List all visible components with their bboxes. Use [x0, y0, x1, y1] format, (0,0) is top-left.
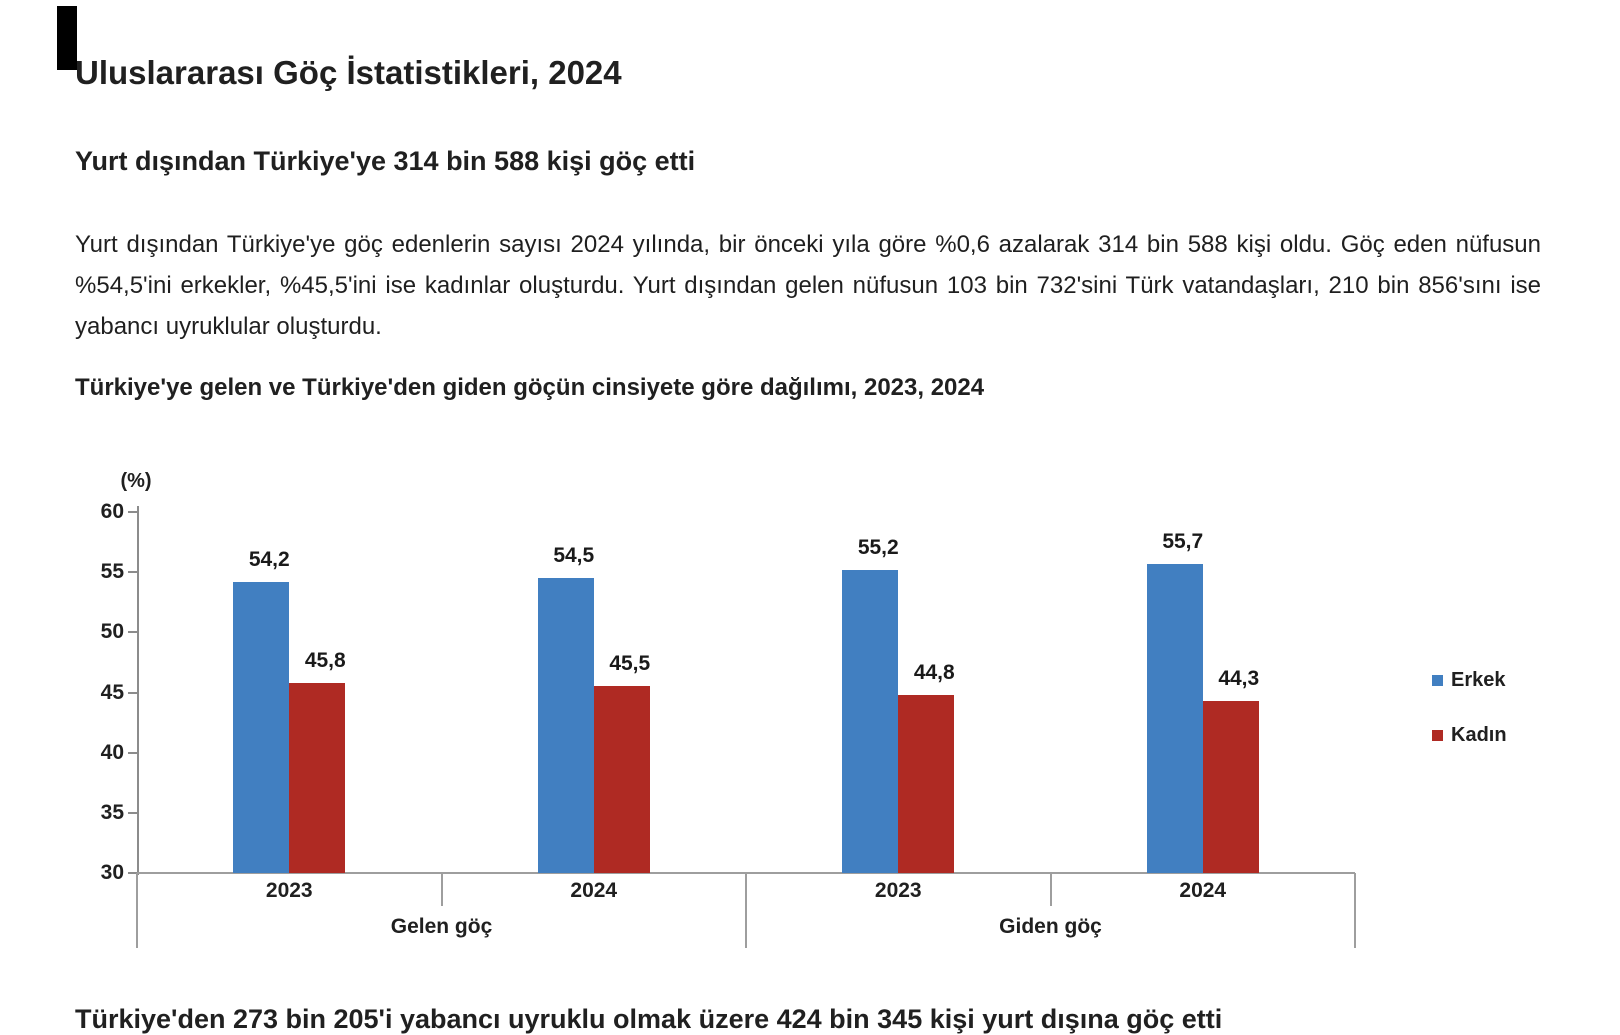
bar-erkek	[842, 569, 899, 873]
bar-kadin	[289, 682, 346, 873]
y-axis-tick-mark	[128, 571, 137, 574]
y-axis-unit-label: (%)	[120, 470, 152, 492]
bar-value-label: 44,3	[1218, 666, 1260, 690]
bar-value-label: 54,5	[553, 544, 595, 568]
y-axis-tick-label: 40	[100, 740, 124, 764]
body-paragraph: Yurt dışından Türkiye'ye göç edenlerin s…	[75, 231, 1541, 340]
bar-value-label: 45,5	[609, 652, 651, 676]
y-axis-tick-label: 45	[100, 680, 124, 704]
y-axis-tick-label: 30	[100, 861, 124, 884]
y-axis-tick-mark	[128, 631, 137, 634]
bar-value-label: 54,2	[248, 547, 290, 571]
page-title: Uluslararası Göç İstatistikleri, 2024	[75, 54, 622, 91]
legend-label-erkek: Erkek	[1451, 668, 1506, 691]
y-axis-tick-mark	[128, 872, 137, 874]
x-axis-category-tick	[1049, 873, 1052, 906]
y-axis-tick-mark	[128, 751, 137, 754]
bar-erkek	[1146, 563, 1203, 873]
legend-item-kadin: Kadın	[1432, 723, 1592, 747]
legend-swatch-kadin-icon	[1432, 729, 1443, 741]
x-axis-year-label: 2023	[874, 879, 922, 902]
y-axis-tick-label: 55	[100, 560, 124, 584]
y-axis-line	[137, 506, 139, 875]
x-axis-group-label: Giden göç	[999, 915, 1102, 938]
bar-value-label: 55,7	[1162, 529, 1204, 553]
bar-value-label: 44,8	[913, 660, 955, 684]
chart-legend: Erkek Kadın	[1432, 668, 1592, 778]
y-axis-tick-label: 60	[100, 500, 124, 523]
legend-swatch-erkek-icon	[1432, 674, 1443, 686]
x-axis-group-separator	[136, 873, 138, 948]
x-axis-group-separator	[1354, 873, 1356, 948]
bar-kadin	[1202, 700, 1259, 873]
legend-label-kadin: Kadın	[1451, 723, 1507, 746]
bar-kadin	[898, 694, 955, 873]
y-axis-tick-label: 50	[100, 620, 124, 644]
y-axis-tick-mark	[128, 691, 137, 694]
x-axis-group-label: Gelen göç	[390, 915, 493, 938]
x-axis-category-tick	[440, 873, 443, 906]
x-axis-line	[137, 872, 1355, 874]
bar-value-label: 45,8	[304, 648, 346, 672]
next-section-headline: Türkiye'den 273 bin 205'i yabancı uyrukl…	[75, 1004, 1223, 1034]
x-axis-year-label: 2024	[570, 879, 618, 902]
legend-item-erkek: Erkek	[1432, 668, 1592, 692]
section-headline: Yurt dışından Türkiye'ye 314 bin 588 kiş…	[75, 146, 696, 176]
x-axis-year-label: 2024	[1179, 879, 1227, 902]
bar-kadin	[593, 686, 650, 873]
bar-erkek	[233, 581, 290, 873]
y-axis-tick-mark	[128, 511, 137, 513]
bar-erkek	[537, 578, 594, 873]
bar-value-label: 55,2	[857, 535, 899, 559]
artifact-black-mark	[57, 6, 77, 70]
x-axis-group-separator	[745, 873, 747, 948]
y-axis-tick-label: 35	[100, 800, 124, 824]
x-axis-year-label: 2023	[265, 879, 313, 902]
chart-title: Türkiye'ye gelen ve Türkiye'den giden gö…	[75, 374, 985, 401]
y-axis-tick-mark	[128, 811, 137, 814]
